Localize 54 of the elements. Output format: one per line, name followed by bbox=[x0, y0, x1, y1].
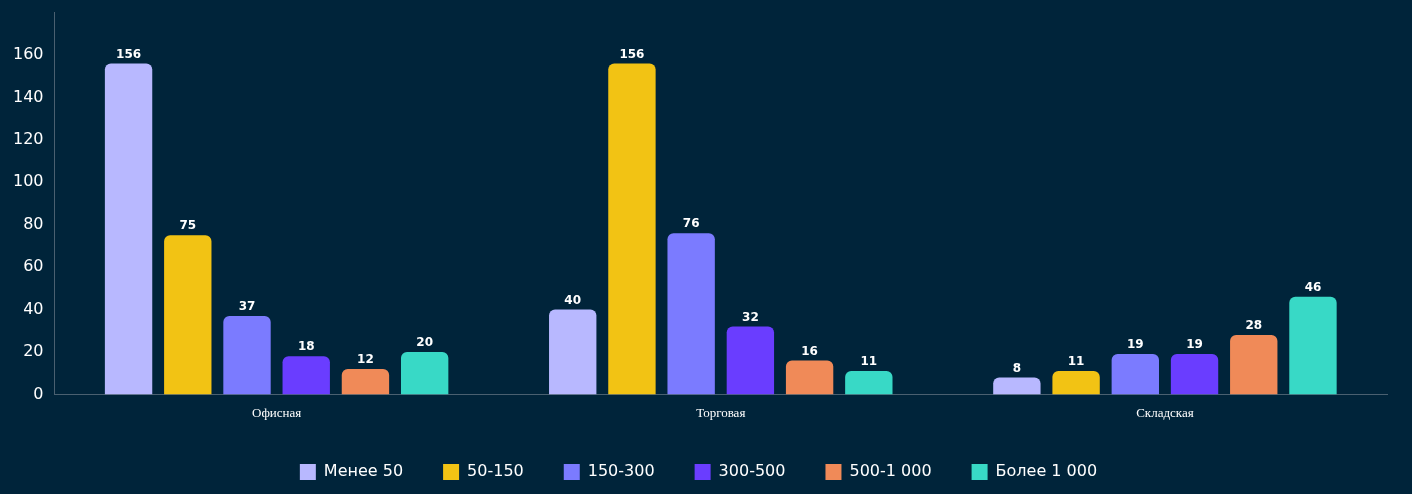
bar bbox=[104, 63, 153, 395]
y-tick-label: 140 bbox=[12, 86, 44, 106]
bar bbox=[1111, 354, 1159, 395]
bar bbox=[1170, 354, 1219, 395]
data-label: 156 bbox=[116, 46, 142, 61]
bar bbox=[608, 63, 656, 395]
data-label: 75 bbox=[179, 218, 197, 233]
data-label: 37 bbox=[238, 299, 256, 314]
bar bbox=[1230, 335, 1278, 395]
legend-label: Менее 50 bbox=[323, 461, 404, 481]
bar bbox=[549, 309, 597, 395]
data-label: 46 bbox=[1304, 279, 1322, 294]
data-label: 12 bbox=[357, 352, 374, 367]
data-label: 16 bbox=[801, 343, 818, 358]
y-tick-label: 0 bbox=[33, 383, 44, 403]
y-tick-label: 120 bbox=[12, 129, 44, 149]
data-label: 11 bbox=[1067, 354, 1085, 369]
y-tick-label: 80 bbox=[23, 213, 44, 233]
data-label: 19 bbox=[1186, 337, 1203, 352]
data-label: 18 bbox=[297, 339, 315, 354]
data-label: 40 bbox=[564, 292, 582, 307]
bar bbox=[667, 233, 715, 395]
bar bbox=[1289, 296, 1337, 395]
x-tick-label: Складская bbox=[1136, 404, 1194, 420]
data-label: 20 bbox=[416, 335, 434, 350]
bar bbox=[726, 326, 775, 395]
y-tick-label: 60 bbox=[23, 256, 44, 276]
legend-label: 500-1 000 bbox=[849, 461, 932, 481]
data-label: 8 bbox=[1012, 360, 1022, 375]
bar bbox=[1052, 371, 1100, 395]
y-tick-label: 40 bbox=[23, 298, 44, 318]
legend-label: Более 1 000 bbox=[995, 461, 1098, 481]
bar bbox=[993, 377, 1041, 395]
data-label: 19 bbox=[1126, 337, 1144, 352]
bar bbox=[341, 368, 390, 395]
bar bbox=[845, 371, 893, 395]
y-tick-label: 100 bbox=[12, 171, 44, 191]
x-tick-label: Офисная bbox=[251, 404, 302, 420]
bar bbox=[282, 356, 330, 395]
data-label: 156 bbox=[619, 46, 645, 61]
legend-label: 50-150 bbox=[467, 461, 524, 481]
y-tick-label: 160 bbox=[12, 44, 44, 64]
data-label: 11 bbox=[860, 354, 878, 369]
bar bbox=[785, 360, 834, 395]
y-tick-label: 20 bbox=[23, 341, 44, 361]
bar bbox=[164, 235, 212, 395]
legend-label: 300-500 bbox=[718, 461, 786, 481]
legend-label: 150-300 bbox=[587, 461, 655, 481]
bar bbox=[400, 351, 449, 395]
bar bbox=[223, 315, 271, 395]
x-tick-label: Торговая bbox=[696, 404, 746, 420]
data-label: 32 bbox=[742, 309, 759, 324]
data-label: 28 bbox=[1245, 318, 1263, 333]
data-label: 76 bbox=[682, 216, 700, 231]
